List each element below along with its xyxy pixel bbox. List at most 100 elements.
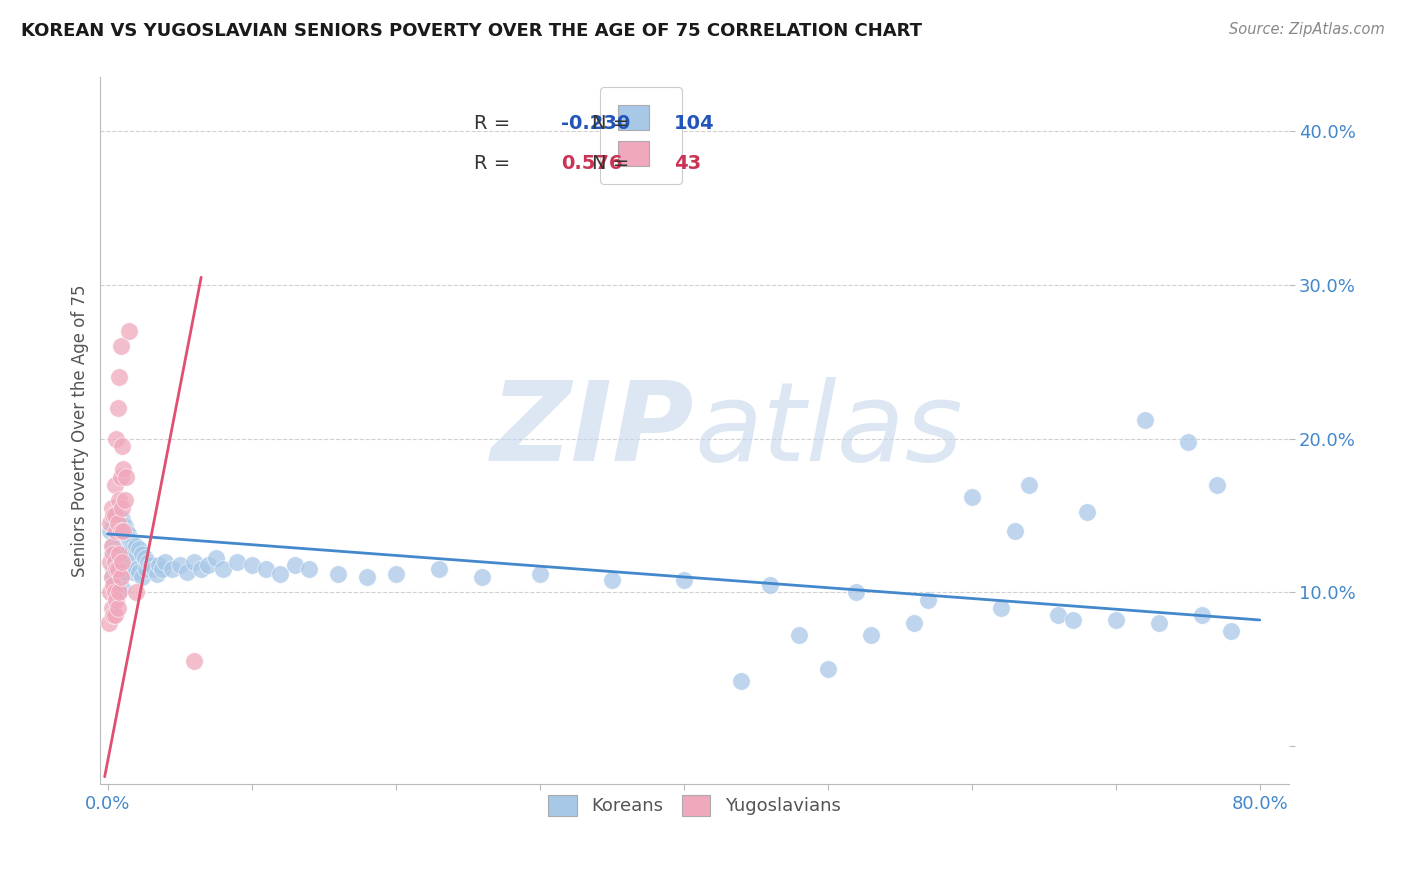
Point <box>121 562 143 576</box>
Point <box>529 566 551 581</box>
Point <box>100 555 122 569</box>
Point <box>108 534 131 549</box>
Point <box>122 542 145 557</box>
Point <box>103 577 125 591</box>
Point <box>139 558 162 572</box>
Point <box>108 511 131 525</box>
Point <box>112 566 135 580</box>
Point <box>103 562 125 576</box>
Point <box>917 593 939 607</box>
Point <box>110 524 132 538</box>
Point <box>1147 615 1170 630</box>
Point <box>101 500 124 515</box>
Point <box>114 519 136 533</box>
Point <box>112 542 135 557</box>
Point <box>1133 413 1156 427</box>
Point <box>759 577 782 591</box>
Text: 43: 43 <box>675 154 702 173</box>
Point <box>105 508 128 523</box>
Point <box>125 539 148 553</box>
Point <box>107 585 129 599</box>
Point <box>112 524 135 538</box>
Point <box>204 551 226 566</box>
Point <box>107 539 129 553</box>
Point <box>107 600 129 615</box>
Point <box>787 628 810 642</box>
Point <box>120 534 142 549</box>
Point <box>104 555 127 569</box>
Point <box>1105 613 1128 627</box>
Point <box>145 566 167 581</box>
Point <box>100 585 122 599</box>
Point <box>110 470 132 484</box>
Point <box>108 493 131 508</box>
Text: N =: N = <box>592 114 628 133</box>
Point <box>1205 477 1227 491</box>
Point <box>107 516 129 530</box>
Point <box>107 401 129 415</box>
Point <box>1018 477 1040 491</box>
Point <box>153 555 176 569</box>
Point <box>117 527 139 541</box>
Point <box>122 566 145 580</box>
Point <box>121 539 143 553</box>
Point <box>115 547 138 561</box>
Text: ZIP: ZIP <box>491 377 695 484</box>
Text: N =: N = <box>592 154 628 173</box>
Point <box>103 508 125 523</box>
Legend: Koreans, Yugoslavians: Koreans, Yugoslavians <box>538 786 849 825</box>
Point <box>1219 624 1241 638</box>
Point <box>115 470 138 484</box>
Point <box>150 562 173 576</box>
Point <box>101 600 124 615</box>
Point <box>162 562 184 576</box>
Point <box>114 566 136 580</box>
Point <box>118 324 141 338</box>
Point <box>104 585 127 599</box>
Point <box>101 570 124 584</box>
Point <box>1177 434 1199 449</box>
Point <box>115 524 138 538</box>
Point <box>108 585 131 599</box>
Point <box>103 516 125 530</box>
Point <box>226 555 249 569</box>
Point <box>98 615 121 630</box>
Point <box>111 439 134 453</box>
Point <box>110 562 132 576</box>
Point <box>107 562 129 576</box>
Point <box>111 555 134 569</box>
Point <box>111 534 134 549</box>
Point <box>103 608 125 623</box>
Point <box>730 674 752 689</box>
Point <box>128 542 150 557</box>
Point <box>845 585 868 599</box>
Point <box>108 558 131 572</box>
Point <box>118 532 141 546</box>
Point <box>110 570 132 584</box>
Text: atlas: atlas <box>695 377 963 484</box>
Point <box>108 370 131 384</box>
Text: R =: R = <box>474 154 510 173</box>
Text: -0.230: -0.230 <box>561 114 631 133</box>
Point <box>104 608 127 623</box>
Point <box>112 462 135 476</box>
Point <box>111 581 134 595</box>
Point <box>859 628 882 642</box>
Point <box>107 562 129 576</box>
Point <box>183 655 205 669</box>
Point <box>125 562 148 576</box>
Point <box>903 615 925 630</box>
Point <box>111 511 134 525</box>
Point <box>100 524 122 538</box>
Point <box>1004 524 1026 538</box>
Point <box>183 555 205 569</box>
Point <box>197 558 219 572</box>
Point <box>110 516 132 530</box>
Point <box>105 562 128 576</box>
Point <box>148 558 170 572</box>
Point <box>110 339 132 353</box>
Point <box>269 566 291 581</box>
Point <box>427 562 450 576</box>
Point <box>104 555 127 569</box>
Point <box>600 573 623 587</box>
